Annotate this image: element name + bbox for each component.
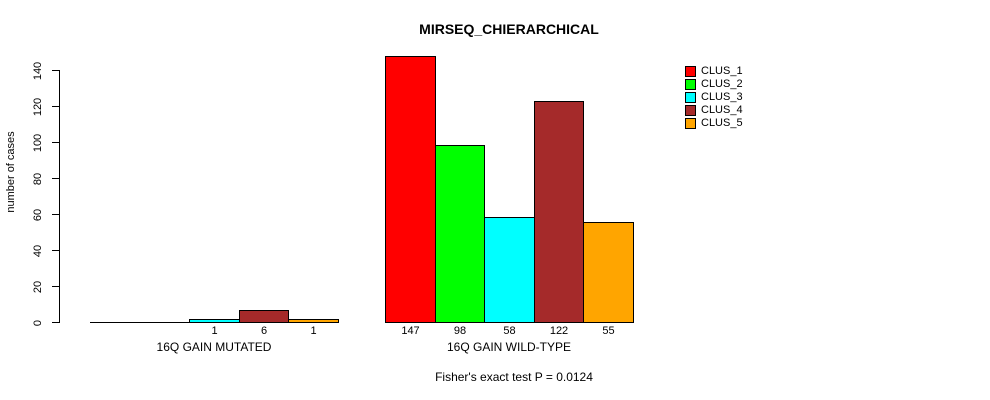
group-label: 16Q GAIN MUTATED: [156, 340, 272, 354]
legend-label: CLUS_5: [701, 117, 743, 129]
y-tick-label: 120: [32, 97, 44, 117]
bar-clus_4: [534, 101, 584, 323]
y-tick-label: 60: [32, 208, 44, 222]
bar-value-label: 58: [503, 325, 516, 337]
legend-label: CLUS_2: [701, 78, 743, 90]
bar-clus_3: [484, 217, 535, 323]
y-tick-label: 100: [32, 133, 44, 153]
bar-value-label: 1: [211, 325, 218, 337]
bar-clus_2: [140, 322, 190, 323]
legend-label: CLUS_3: [701, 91, 743, 103]
bar-clus_2: [435, 145, 485, 323]
chart-title: MIRSEQ_CHIERARCHICAL: [419, 21, 599, 37]
legend: CLUS_1 CLUS_2 CLUS_3 CLUS_4 CLUS_5: [685, 65, 743, 130]
legend-item-clus_4: CLUS_4: [685, 104, 743, 117]
bar-value-label: 147: [401, 325, 420, 337]
bar-clus_4: [239, 310, 289, 323]
legend-item-clus_3: CLUS_3: [685, 91, 743, 104]
y-tick: [52, 322, 60, 323]
y-tick-label: 40: [32, 244, 44, 258]
bar-value-label: 55: [602, 325, 615, 337]
y-tick-label: 140: [32, 61, 44, 81]
y-tick-label: 0: [32, 319, 44, 327]
bar-value-label: 122: [549, 325, 569, 337]
legend-item-clus_2: CLUS_2: [685, 78, 743, 91]
group-label: 16Q GAIN WILD-TYPE: [446, 340, 572, 354]
bar-clus_3: [189, 319, 240, 323]
legend-label: CLUS_4: [701, 104, 743, 116]
bar-value-label: 98: [453, 325, 467, 337]
y-tick-label: 80: [32, 172, 44, 186]
bar-clus_1: [385, 56, 436, 323]
y-tick: [52, 70, 60, 71]
y-axis-label: number of cases: [5, 131, 17, 213]
y-tick: [52, 178, 60, 179]
y-tick-label: 20: [32, 280, 44, 294]
bar-clus_5: [583, 222, 634, 323]
legend-swatch-clus_5: [685, 118, 696, 129]
bar-clus_1: [90, 322, 141, 323]
legend-swatch-clus_3: [685, 92, 696, 103]
bar-value-label: 1: [310, 325, 317, 337]
y-tick: [52, 142, 60, 143]
y-tick: [52, 250, 60, 251]
legend-swatch-clus_4: [685, 105, 696, 116]
bar-value-label: 6: [260, 325, 268, 337]
y-tick: [52, 286, 60, 287]
legend-swatch-clus_1: [685, 66, 696, 77]
y-tick: [52, 106, 60, 107]
y-axis-line: [59, 70, 60, 323]
bar-clus_5: [288, 319, 339, 323]
legend-label: CLUS_1: [701, 65, 743, 77]
legend-swatch-clus_2: [685, 79, 696, 90]
legend-item-clus_1: CLUS_1: [685, 65, 743, 78]
y-tick: [52, 214, 60, 215]
annotation-fisher-test: Fisher's exact test P = 0.0124: [435, 370, 593, 384]
legend-item-clus_5: CLUS_5: [685, 117, 743, 130]
